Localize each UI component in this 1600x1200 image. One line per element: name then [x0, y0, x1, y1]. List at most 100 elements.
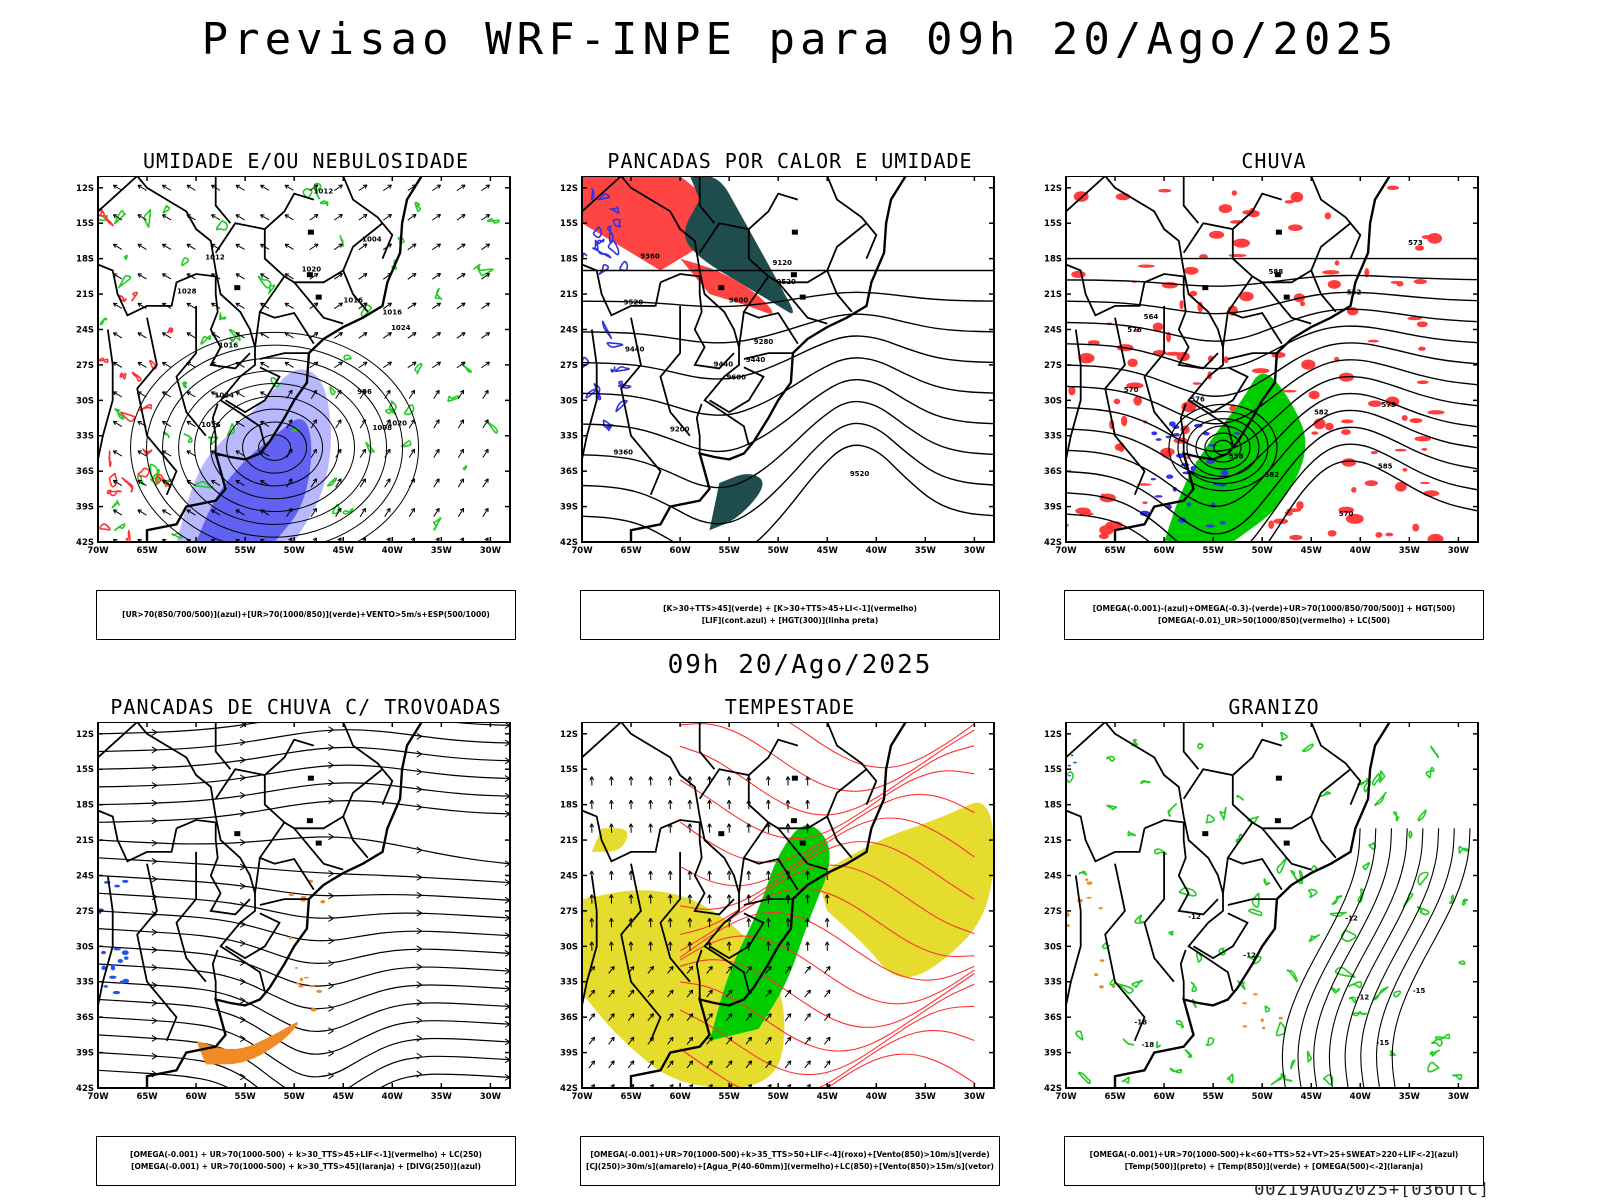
wind-vector — [745, 1060, 753, 1069]
rain-red — [1137, 264, 1155, 268]
lat-label: 39S — [560, 503, 578, 513]
wind-arrow — [210, 391, 221, 398]
temp850-contour — [1298, 870, 1304, 884]
wind-vector — [648, 894, 653, 904]
wind-arrow — [260, 332, 270, 339]
coastline — [145, 176, 442, 542]
lon-label: 70W — [571, 1092, 593, 1102]
lake-marker — [791, 775, 798, 781]
height-contour — [1066, 308, 1478, 342]
lat-label: 36S — [560, 467, 578, 477]
wind-arrow — [161, 509, 172, 516]
wind-arrow — [333, 361, 343, 369]
wind-arrow — [112, 243, 123, 250]
contour-label: 558 — [1229, 452, 1244, 460]
panel-title: PANCADAS DE CHUVA C/ TROVOADAS — [110, 695, 502, 719]
wind-vector — [765, 989, 772, 998]
rain-blue — [1190, 465, 1196, 472]
map-content: 1012101610201024101610201024101210081004… — [98, 182, 501, 542]
border-line — [698, 722, 716, 770]
divergence-blue — [122, 978, 130, 984]
streamline-arrow — [328, 744, 334, 751]
temp850-contour — [1458, 960, 1466, 965]
lat-label: 30S — [560, 396, 578, 406]
wind-arrow — [432, 184, 442, 192]
border-line — [659, 305, 691, 437]
streamline — [98, 892, 510, 919]
temp850-contour — [1122, 1038, 1135, 1046]
thunderstorm-orange — [294, 966, 298, 969]
height-contour — [582, 313, 994, 344]
humidity-low-contour — [342, 507, 354, 515]
contour-label: 1024 — [391, 324, 411, 332]
lat-label: 12S — [76, 730, 94, 740]
lat-label: 15S — [1044, 219, 1062, 229]
rain-red — [1231, 190, 1237, 196]
map-border — [581, 176, 995, 543]
border-line — [97, 329, 114, 460]
contour-label: -12 — [1345, 914, 1358, 922]
wind-arrow — [333, 332, 343, 339]
border-line — [97, 263, 178, 317]
wind-arrow — [260, 509, 270, 516]
lat-label: 42S — [1044, 1084, 1062, 1094]
hail-blue — [1068, 774, 1072, 777]
wind-arrow — [210, 479, 221, 486]
contour-label: 9520 — [624, 298, 644, 306]
rain-red — [1284, 200, 1295, 204]
streamline — [98, 746, 510, 770]
rain-red — [1420, 481, 1431, 485]
wind-arrow — [359, 419, 367, 429]
map-pancadas-trovoadas: 12S 15S 18S 21S 24S 27S 30S 33S 36S 39S 42S 70W 65W 6… — [68, 722, 546, 1122]
wind-vector — [687, 894, 693, 904]
wind-arrow — [161, 332, 172, 339]
streamline-red — [826, 1053, 975, 1088]
rain-red — [1189, 290, 1198, 297]
wind-arrow — [260, 184, 270, 191]
lon-label: 60W — [185, 1092, 207, 1102]
border-line — [211, 949, 219, 1000]
temp850-contour — [1448, 894, 1455, 904]
wind-vector — [687, 917, 693, 928]
wind-arrow — [161, 450, 172, 457]
lon-label: 45W — [333, 546, 355, 556]
temp850-contour — [1184, 1048, 1193, 1058]
lon-label: 45W — [1301, 1092, 1323, 1102]
wind-vector — [608, 1013, 615, 1021]
wind-vector — [627, 1036, 635, 1045]
wind-arrow — [310, 389, 318, 399]
streamline — [98, 782, 510, 806]
streamline-arrow — [416, 1034, 422, 1042]
border-line — [293, 827, 344, 871]
border-line — [1182, 738, 1283, 800]
border-line — [581, 329, 598, 460]
temp850-contour — [1389, 1050, 1397, 1057]
wind-arrow — [456, 302, 466, 310]
contour-label: 1020 — [302, 266, 322, 274]
panel-tempestade: TEMPESTADE 12S 15S 18S 21S 24S 27S 30S 33S 36S 39… — [550, 694, 1030, 1186]
border-line — [1143, 851, 1175, 983]
map-border — [97, 722, 511, 1089]
wind-arrow — [407, 332, 417, 339]
lat-label: 21S — [560, 290, 578, 300]
wind-arrow — [186, 332, 196, 339]
border-line — [342, 816, 369, 859]
border-line — [709, 912, 765, 960]
humidity-low-contour — [319, 199, 329, 206]
wind-vector — [706, 965, 713, 974]
rain-red — [1273, 518, 1289, 524]
wind-vector — [628, 799, 634, 810]
border-line — [1226, 821, 1283, 891]
thickness-contour — [155, 473, 165, 484]
cyclone-contour — [1186, 418, 1260, 477]
wind-vector — [765, 799, 771, 810]
temp850-contour — [1461, 898, 1469, 906]
border-line — [214, 176, 232, 224]
streamline — [98, 729, 510, 753]
lon-label: 70W — [1055, 1092, 1077, 1102]
streamline-arrow — [328, 1004, 334, 1012]
border-line — [1144, 273, 1219, 370]
border-line — [176, 819, 251, 916]
panel-title: CHUVA — [1241, 149, 1307, 173]
